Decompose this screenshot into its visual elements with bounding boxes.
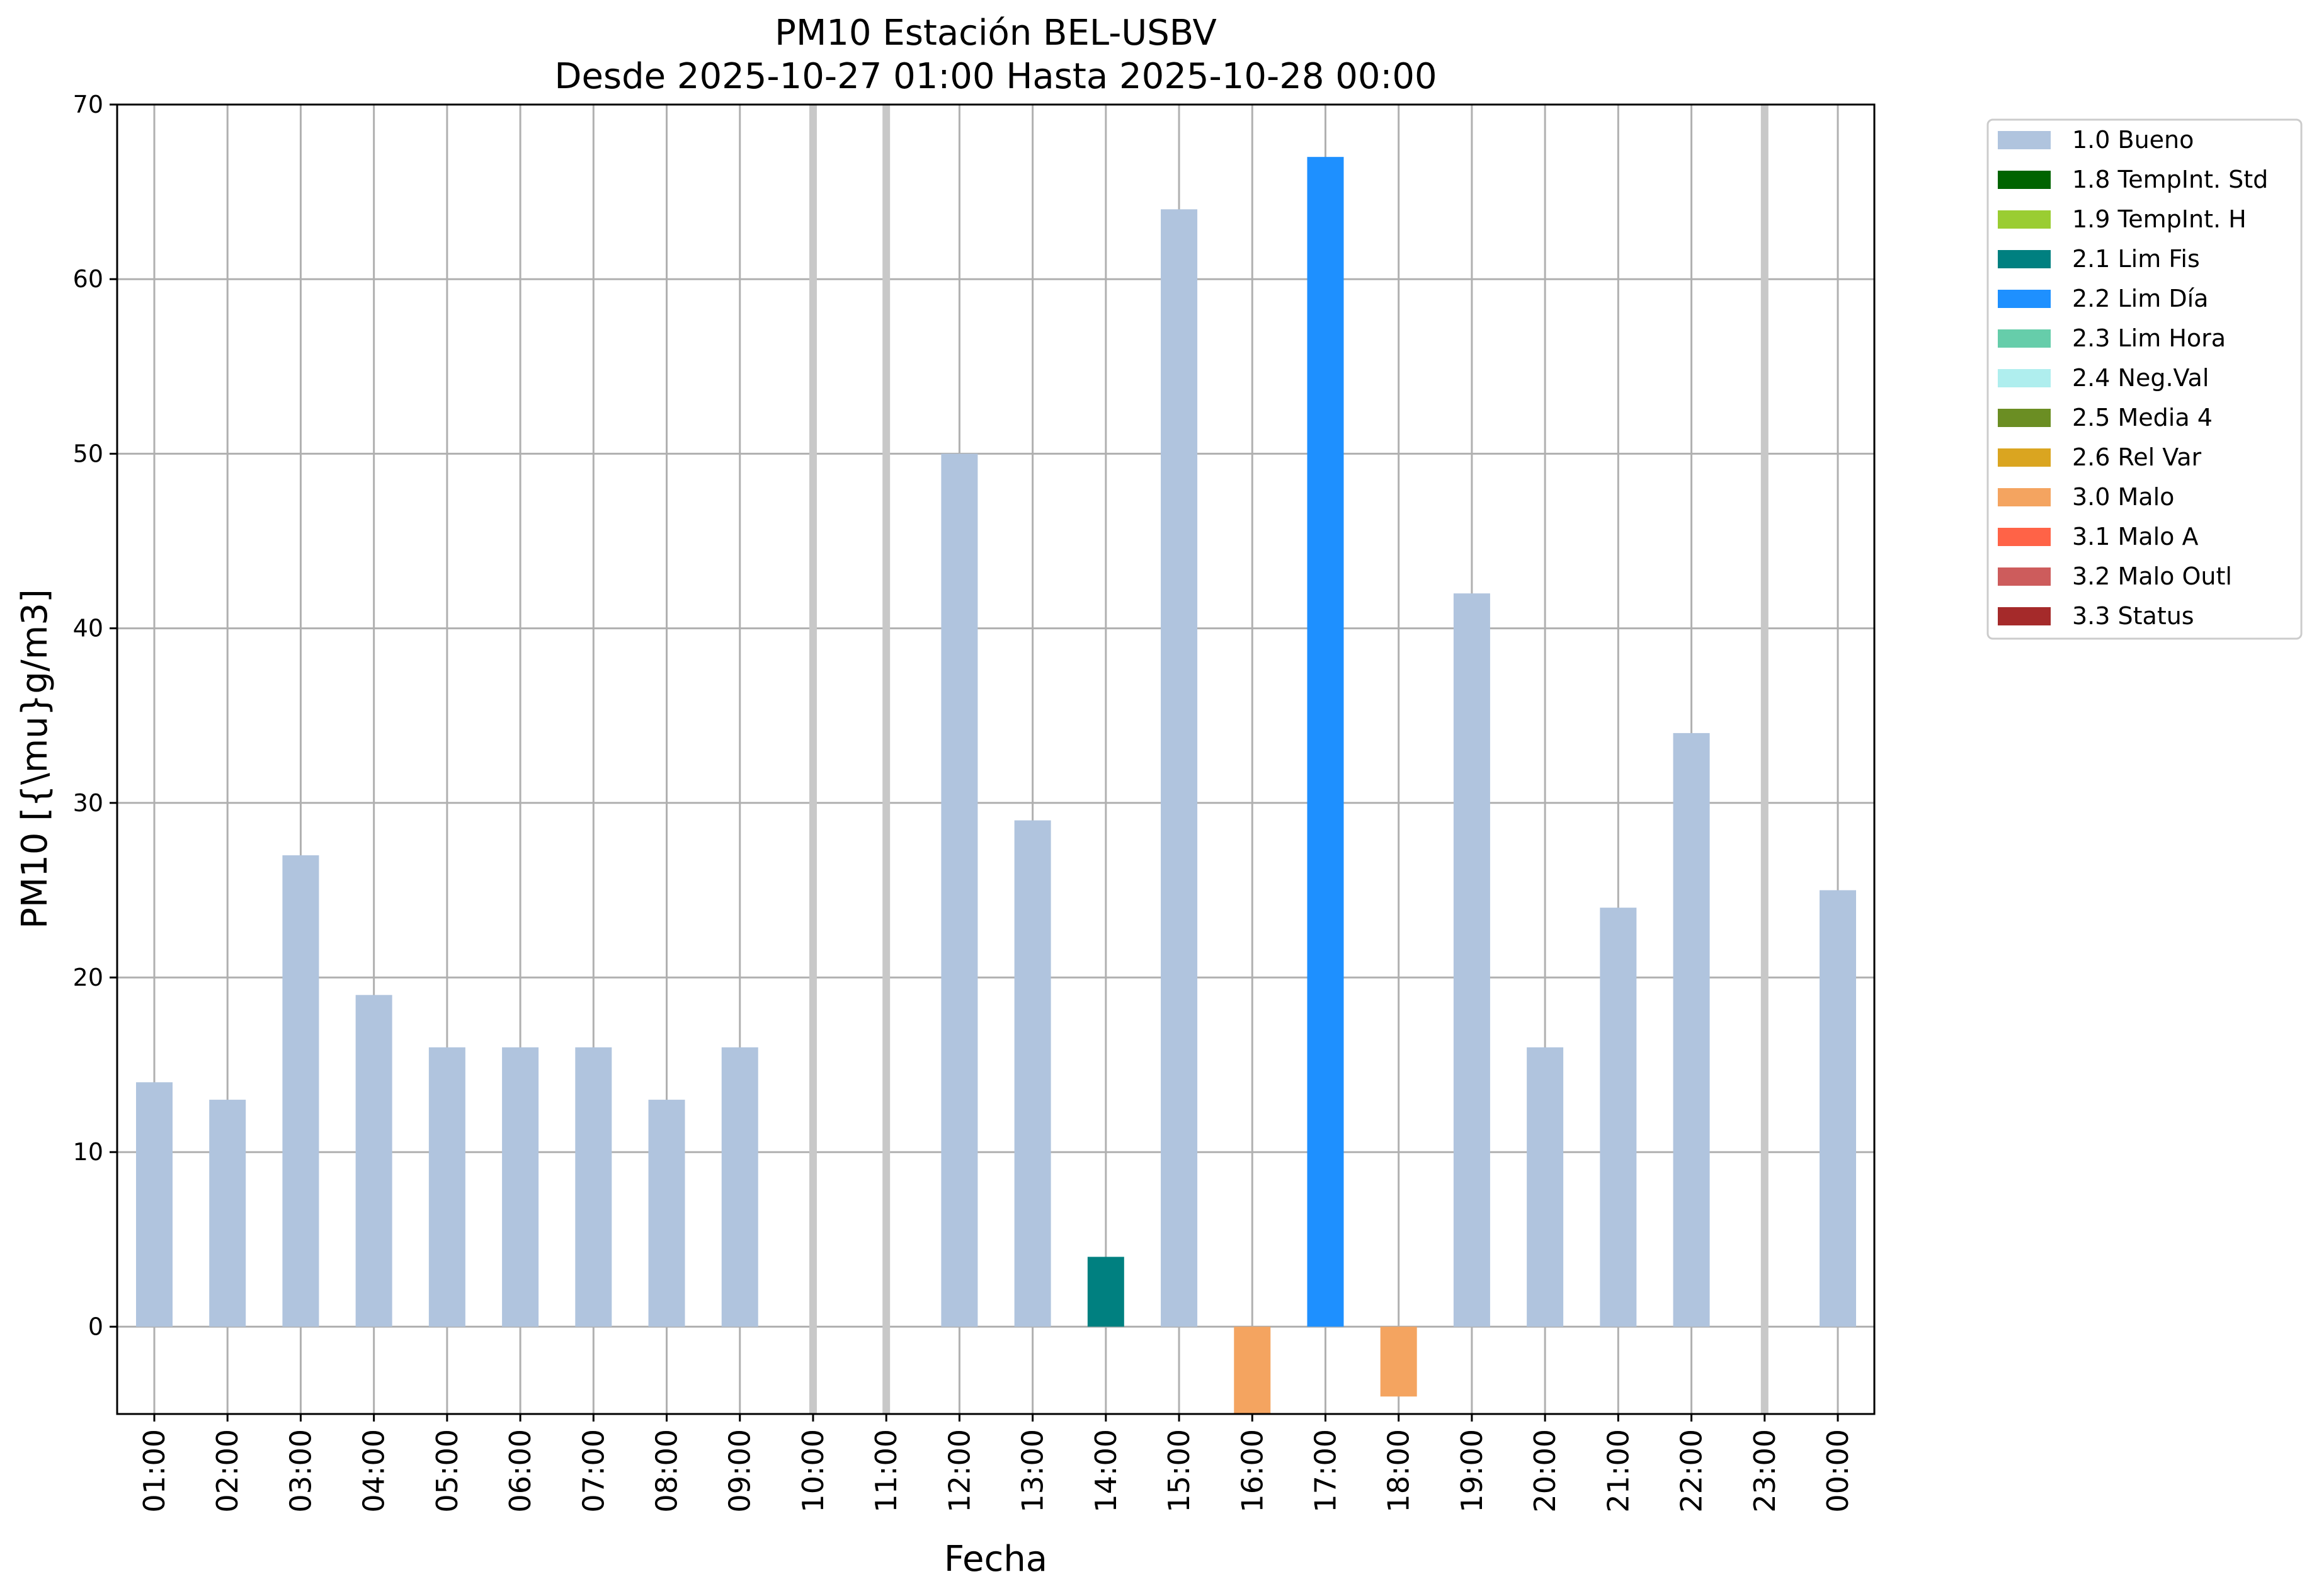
- bar: [502, 1047, 539, 1327]
- x-tick-label: 13:00: [1016, 1429, 1050, 1513]
- bar: [1673, 732, 1710, 1327]
- x-tick-label: 20:00: [1528, 1429, 1562, 1513]
- x-tick-label: 21:00: [1601, 1429, 1635, 1513]
- x-tick-label: 19:00: [1455, 1429, 1489, 1513]
- bar: [1014, 820, 1051, 1327]
- x-tick-label: 05:00: [430, 1429, 464, 1513]
- legend-swatch: [1998, 488, 2051, 506]
- x-tick-label: 15:00: [1162, 1429, 1196, 1513]
- x-tick-label: 10:00: [796, 1429, 830, 1513]
- legend-label: 1.9 TempInt. H: [2072, 205, 2247, 233]
- legend-label: 2.4 Neg.Val: [2072, 364, 2209, 392]
- bar: [136, 1082, 173, 1327]
- legend-label: 2.3 Lim Hora: [2072, 324, 2226, 352]
- x-tick-label: 18:00: [1382, 1429, 1416, 1513]
- bar: [1380, 1326, 1417, 1397]
- bar: [648, 1100, 685, 1327]
- bar: [1527, 1047, 1564, 1327]
- bar: [1307, 157, 1344, 1327]
- y-tick-label: 60: [73, 265, 103, 293]
- bar: [721, 1047, 758, 1327]
- legend-swatch: [1998, 290, 2051, 308]
- legend-swatch: [1998, 528, 2051, 546]
- x-tick-label: 12:00: [942, 1429, 976, 1513]
- x-tick-label: 01:00: [137, 1429, 171, 1513]
- bar: [575, 1047, 612, 1327]
- chart-title: PM10 Estación BEL-USBV: [775, 13, 1217, 54]
- bar: [1600, 908, 1637, 1327]
- missing-data-markers: [809, 105, 1769, 1414]
- legend-swatch: [1998, 329, 2051, 348]
- y-axis-label: PM10 [{\mu}g/m3]: [14, 589, 55, 929]
- bar: [1087, 1257, 1124, 1327]
- y-tick-label: 30: [73, 789, 103, 817]
- y-tick-label: 70: [73, 91, 103, 118]
- legend-label: 2.5 Media 4: [2072, 404, 2213, 431]
- bar: [1234, 1326, 1271, 1414]
- bar: [1820, 890, 1856, 1327]
- legend-swatch: [1998, 409, 2051, 427]
- legend-swatch: [1998, 607, 2051, 625]
- x-tick-label: 11:00: [869, 1429, 903, 1513]
- bar: [209, 1100, 246, 1327]
- x-tick-label: 08:00: [650, 1429, 684, 1513]
- bars: [136, 157, 1856, 1414]
- legend-label: 2.6 Rel Var: [2072, 443, 2202, 471]
- x-tick-label: 02:00: [210, 1429, 244, 1513]
- bar: [355, 995, 392, 1327]
- legend-swatch: [1998, 210, 2051, 229]
- y-tick-label: 20: [73, 964, 103, 991]
- bar: [282, 855, 319, 1327]
- legend-label: 2.2 Lim Día: [2072, 285, 2208, 312]
- legend-swatch: [1998, 369, 2051, 387]
- x-tick-label: 16:00: [1235, 1429, 1269, 1513]
- bar: [428, 1047, 465, 1327]
- legend-frame: [1986, 118, 2303, 640]
- x-tick-label: 03:00: [283, 1429, 317, 1513]
- bar: [1453, 593, 1490, 1327]
- x-tick-label: 09:00: [723, 1429, 757, 1513]
- x-tick-label: 07:00: [576, 1429, 610, 1513]
- x-tick-label: 14:00: [1089, 1429, 1123, 1513]
- y-tick-label: 40: [73, 615, 103, 642]
- legend-swatch: [1998, 250, 2051, 268]
- legend: 1.0 Bueno 1.8 TempInt. Std 1.9 TempInt. H 2…: [1986, 118, 2303, 640]
- x-tick-label: 22:00: [1675, 1429, 1709, 1513]
- missing-marker: [1760, 105, 1769, 1414]
- legend-label: 3.2 Malo Outl: [2072, 562, 2232, 590]
- legend-label: 3.1 Malo A: [2072, 523, 2198, 550]
- bar: [941, 453, 978, 1327]
- legend-swatch: [1998, 171, 2051, 189]
- bar: [1161, 209, 1198, 1327]
- legend-label: 1.0 Bueno: [2072, 126, 2194, 154]
- legend-swatch: [1998, 448, 2051, 467]
- legend-swatch: [1998, 131, 2051, 149]
- legend-label: 2.1 Lim Fis: [2072, 245, 2200, 273]
- x-axis-label: Fecha: [944, 1539, 1047, 1580]
- legend-label: 3.3 Status: [2072, 602, 2194, 630]
- legend-label: 3.0 Malo: [2072, 483, 2174, 511]
- missing-marker: [882, 105, 891, 1414]
- legend-label: 1.8 TempInt. Std: [2072, 166, 2268, 193]
- chart-subtitle: Desde 2025-10-27 01:00 Hasta 2025-10-28 …: [554, 56, 1437, 97]
- x-tick-label: 17:00: [1308, 1429, 1342, 1513]
- x-axis-ticks: 01:00 02:00 03:00 04:00 05:00 06:00 07:00 08:00…: [137, 1414, 1855, 1513]
- y-axis-ticks: 0 10 20 30 40 50 60 70: [73, 91, 117, 1340]
- x-tick-label: 06:00: [503, 1429, 537, 1513]
- plot-frame: [116, 103, 1876, 1415]
- y-tick-label: 0: [88, 1313, 103, 1340]
- x-tick-label: 00:00: [1821, 1429, 1855, 1513]
- x-tick-label: 04:00: [357, 1429, 391, 1513]
- x-tick-label: 23:00: [1748, 1429, 1782, 1513]
- y-tick-label: 10: [73, 1138, 103, 1166]
- legend-swatch: [1998, 567, 2051, 586]
- y-tick-label: 50: [73, 440, 103, 467]
- missing-marker: [809, 105, 817, 1414]
